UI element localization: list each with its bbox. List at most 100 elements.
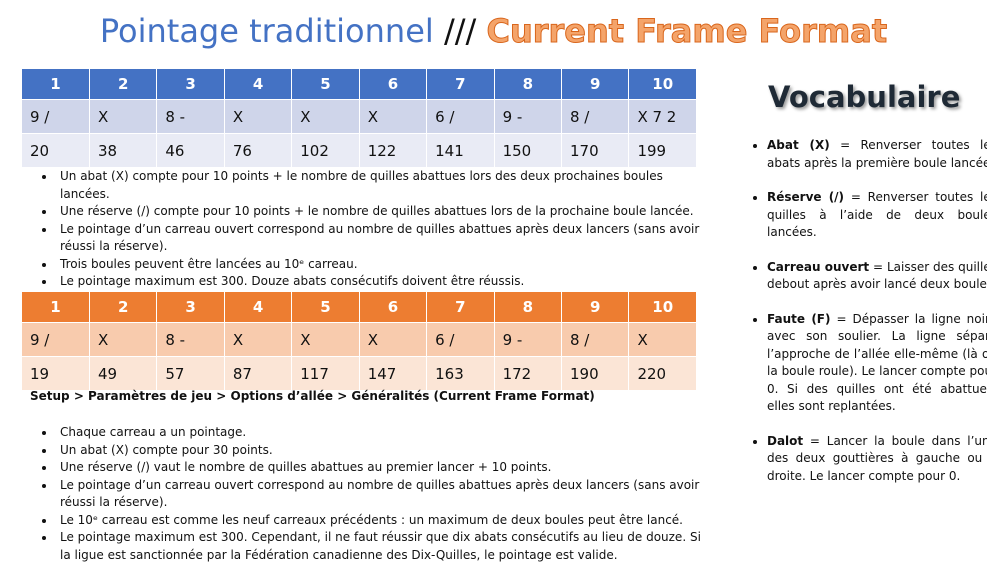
cell: 199	[628, 133, 697, 167]
header-cell: 4	[224, 292, 293, 323]
note: Le 10ᵉ carreau est comme les neuf carrea…	[56, 512, 706, 530]
term: Dalot	[767, 433, 804, 448]
header-cell: 8	[494, 69, 563, 100]
note: Le pointage maximum est 300. Douze abats…	[56, 273, 706, 291]
definition: = Laisser des quilles debout après avoir…	[767, 259, 987, 292]
vocabulary-title: Vocabulaire	[768, 80, 961, 114]
title-left: Pointage traditionnel	[99, 12, 434, 50]
note: Un abat (X) compte pour 30 points.	[56, 442, 706, 460]
term: Réserve (/)	[767, 190, 845, 204]
cell: 117	[291, 356, 360, 390]
cell: 9 -	[494, 322, 563, 357]
row: 19 49 57 87 117 147 163 172 190 220	[22, 356, 697, 390]
definition: = Dépasser la ligne noire avec son souli…	[767, 311, 987, 414]
cell: 141	[426, 133, 495, 167]
cell: 8 /	[561, 322, 630, 357]
header-cell: 1	[22, 292, 90, 323]
header-cell: 2	[89, 69, 158, 100]
header-cell: 9	[561, 292, 630, 323]
cell: X	[224, 322, 293, 357]
title-separator: ///	[443, 12, 477, 50]
header-cell: 3	[156, 292, 225, 323]
cell: X	[224, 99, 293, 134]
header-row: 1 2 3 4 5 6 7 8 9 10	[22, 69, 697, 100]
cell: 170	[561, 133, 630, 167]
title-right: Current Frame Format	[486, 12, 888, 51]
vocabulary-item: Dalot = Lancer la boule dans l’une des d…	[767, 433, 987, 486]
definition: = Renverser toutes les quilles à l’aide …	[767, 190, 987, 239]
note: Le pointage maximum est 300. Cependant, …	[56, 529, 706, 564]
header-cell: 2	[89, 292, 158, 323]
term: Abat (X)	[767, 138, 830, 152]
note: Trois boules peuvent être lancées au 10ᵉ…	[56, 256, 706, 274]
cell: 102	[291, 133, 360, 167]
header-cell: 7	[426, 69, 495, 100]
header-cell: 3	[156, 69, 225, 100]
title: Pointage traditionnel /// Current Frame …	[0, 12, 987, 51]
header-cell: 9	[561, 69, 630, 100]
note: Le pointage d’un carreau ouvert correspo…	[56, 477, 706, 512]
notes: Chaque carreau a un pointage.Un abat (X)…	[22, 424, 706, 564]
header-cell: 6	[359, 292, 428, 323]
term: Carreau ouvert	[767, 259, 870, 274]
cell: 87	[224, 356, 293, 390]
definition: = Lancer la boule dans l’une des deux go…	[767, 433, 987, 483]
cell: X 7 2	[628, 99, 697, 134]
header-cell: 8	[494, 292, 563, 323]
note: Un abat (X) compte pour 10 points + le n…	[56, 168, 706, 203]
cell: 9 -	[494, 99, 563, 134]
cell: 172	[494, 356, 563, 390]
cell: 8 /	[561, 99, 630, 134]
header-cell: 1	[22, 69, 90, 100]
cell: 8 -	[156, 322, 225, 357]
cell: 122	[359, 133, 428, 167]
header-cell: 5	[291, 69, 360, 100]
header-cell: 10	[628, 292, 697, 323]
cell: X	[291, 99, 360, 134]
cell: 6 /	[426, 322, 495, 357]
notes: Un abat (X) compte pour 10 points + le n…	[22, 168, 706, 291]
note: Chaque carreau a un pointage.	[56, 424, 706, 442]
cell: X	[359, 322, 428, 357]
vocabulary-item: Carreau ouvert = Laisser des quilles deb…	[767, 259, 987, 294]
header-row: 1 2 3 4 5 6 7 8 9 10	[22, 292, 697, 323]
term: Faute (F)	[767, 311, 831, 326]
definition: = Renverser toutes les abats après la pr…	[767, 138, 987, 170]
cell: 150	[494, 133, 563, 167]
cell: X	[628, 322, 697, 357]
cell: 46	[156, 133, 225, 167]
cell: 38	[89, 133, 158, 167]
cell: 19	[22, 356, 90, 390]
vocabulary-item: Abat (X) = Renverser toutes les abats ap…	[767, 137, 987, 172]
cell: 57	[156, 356, 225, 390]
cell: 9 /	[22, 99, 90, 134]
header-cell: 5	[291, 292, 360, 323]
header-cell: 7	[426, 292, 495, 323]
cell: 220	[628, 356, 697, 390]
cell: 20	[22, 133, 90, 167]
cell: 147	[359, 356, 428, 390]
note: Une réserve (/) compte pour 10 points + …	[56, 203, 706, 221]
cell: 190	[561, 356, 630, 390]
cell: 163	[426, 356, 495, 390]
cell: X	[359, 99, 428, 134]
vocabulary-list: Abat (X) = Renverser toutes les abats ap…	[745, 137, 987, 502]
cell: 76	[224, 133, 293, 167]
cell: 6 /	[426, 99, 495, 134]
vocabulary-item: Réserve (/) = Renverser toutes les quill…	[767, 189, 987, 242]
header-cell: 4	[224, 69, 293, 100]
header-cell: 6	[359, 69, 428, 100]
note: Le pointage d’un carreau ouvert correspo…	[56, 221, 706, 256]
cell: 9 /	[22, 322, 90, 357]
cell: 49	[89, 356, 158, 390]
row: 20 38 46 76 102 122 141 150 170 199	[22, 133, 697, 167]
vocabulary-item: Faute (F) = Dépasser la ligne noire avec…	[767, 311, 987, 416]
setup-path: Setup > Paramètres de jeu > Options d’al…	[30, 389, 595, 403]
header-cell: 10	[628, 69, 697, 100]
cell: X	[89, 99, 158, 134]
note: Une réserve (/) vaut le nombre de quille…	[56, 459, 706, 477]
